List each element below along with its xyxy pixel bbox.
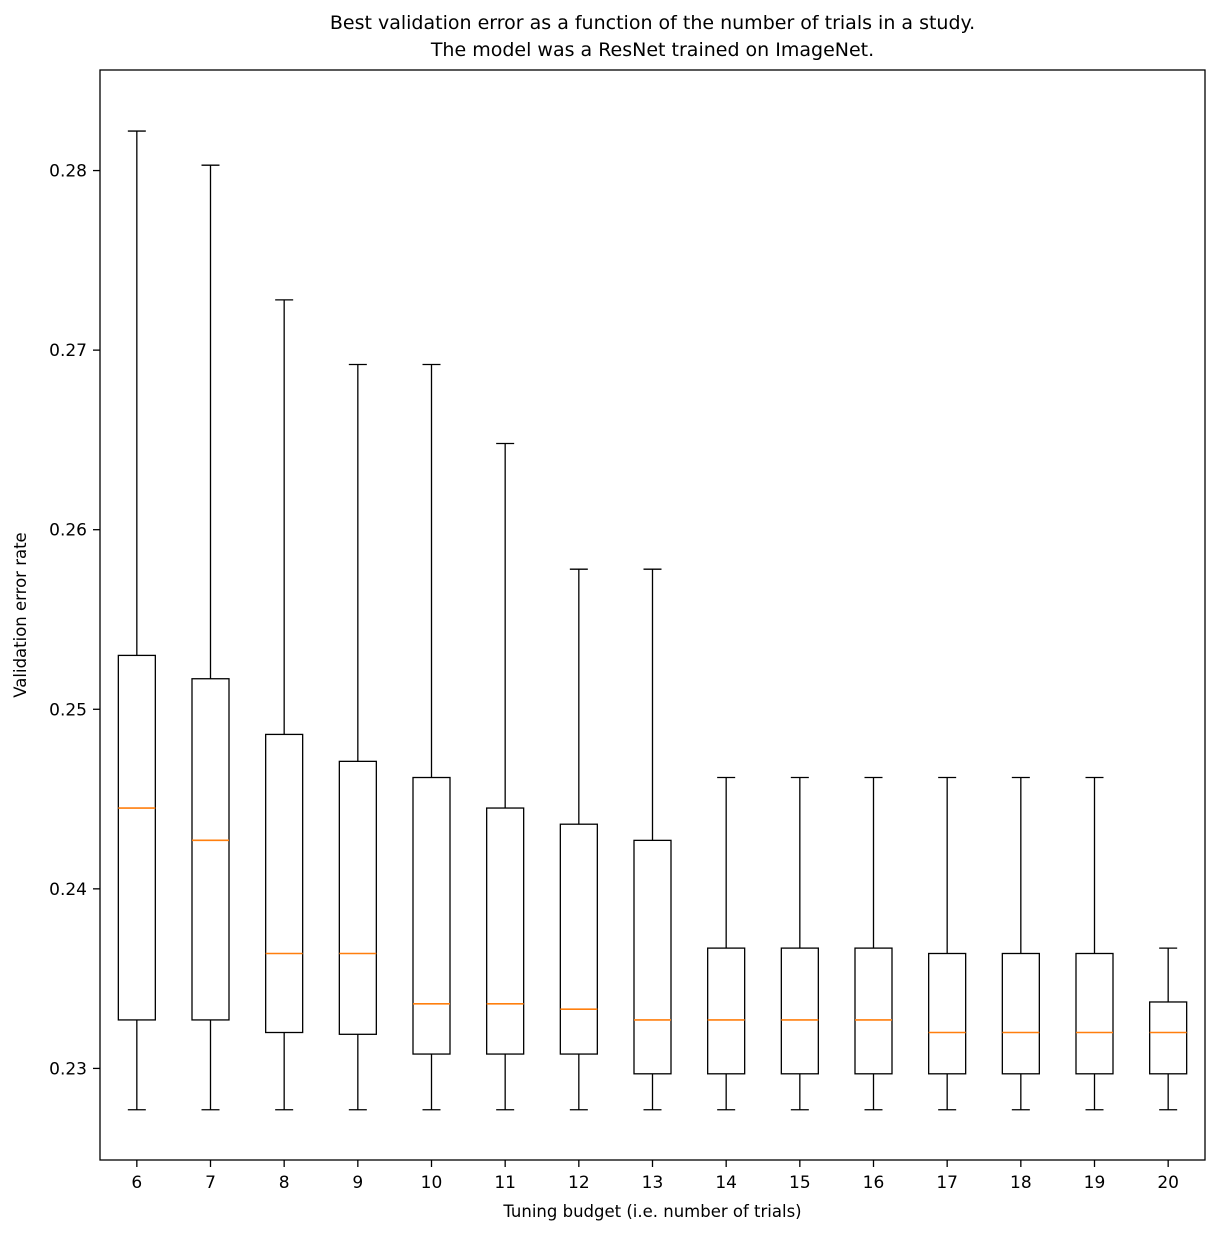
y-tick-label: 0.25 (49, 700, 87, 720)
iqr-box (854, 947, 893, 1075)
chart-title: Best validation error as a function of t… (75, 10, 1230, 64)
box-and-whiskers (486, 442, 525, 1111)
x-tick-label: 9 (352, 1173, 363, 1193)
y-tick-label: 0.24 (49, 880, 87, 900)
x-tick-label: 8 (279, 1173, 290, 1193)
iqr-box (412, 776, 451, 1055)
iqr-box (1075, 952, 1114, 1075)
iqr-box (338, 760, 377, 1035)
box-and-whiskers (412, 363, 451, 1111)
x-tick-label: 15 (789, 1173, 811, 1193)
x-tick-label: 19 (1084, 1173, 1106, 1193)
iqr-box (117, 654, 156, 1021)
box-and-whiskers (1149, 947, 1188, 1111)
y-tick-label: 0.27 (49, 341, 87, 361)
x-tick-label: 14 (715, 1173, 737, 1193)
box-and-whiskers (1001, 776, 1040, 1111)
box-and-whiskers (1075, 776, 1114, 1111)
x-tick-label: 17 (936, 1173, 958, 1193)
box-and-whiskers (928, 776, 967, 1111)
axes-spines (99, 69, 1206, 1161)
box-and-whiskers (117, 130, 156, 1111)
x-tick-label: 12 (568, 1173, 590, 1193)
box-and-whiskers (265, 299, 304, 1111)
x-tick-label: 13 (642, 1173, 664, 1193)
box-and-whiskers (854, 776, 893, 1111)
x-tick-label: 11 (494, 1173, 516, 1193)
x-tick-label: 18 (1010, 1173, 1032, 1193)
x-axis-label: Tuning budget (i.e. number of trials) (502, 1202, 801, 1221)
iqr-box (1001, 952, 1040, 1075)
x-tick-label: 6 (131, 1173, 142, 1193)
y-tick-label: 0.23 (49, 1059, 87, 1079)
iqr-box (486, 807, 525, 1055)
box-and-whiskers (780, 776, 819, 1111)
box-and-whiskers (338, 363, 377, 1111)
iqr-box (559, 823, 598, 1055)
x-axis-ticks: 6 7 8 9 10 11 12 13 14 15 16 17 18 19 20 (131, 1160, 1179, 1193)
x-tick-label: 7 (205, 1173, 216, 1193)
x-tick-label: 20 (1157, 1173, 1179, 1193)
chart-title-line-1: Best validation error as a function of t… (329, 12, 976, 34)
chart-title-line-2: The model was a ResNet trained on ImageN… (430, 39, 875, 61)
y-tick-label: 0.26 (49, 521, 87, 541)
iqr-box (265, 733, 304, 1034)
box-and-whiskers (633, 568, 672, 1111)
box-and-whiskers (707, 776, 746, 1111)
iqr-box (780, 947, 819, 1075)
iqr-box (633, 839, 672, 1075)
x-tick-label: 10 (421, 1173, 443, 1193)
iqr-box (191, 678, 230, 1021)
y-axis-ticks: 0.23 0.24 0.25 0.26 0.27 0.28 (49, 162, 100, 1079)
box-and-whiskers (191, 164, 230, 1111)
y-axis-label: Validation error rate (11, 532, 30, 697)
y-tick-label: 0.28 (49, 162, 87, 182)
box-and-whiskers (559, 568, 598, 1111)
iqr-box (707, 947, 746, 1075)
x-tick-label: 16 (863, 1173, 885, 1193)
iqr-box (1149, 1001, 1188, 1075)
iqr-box (928, 952, 967, 1075)
